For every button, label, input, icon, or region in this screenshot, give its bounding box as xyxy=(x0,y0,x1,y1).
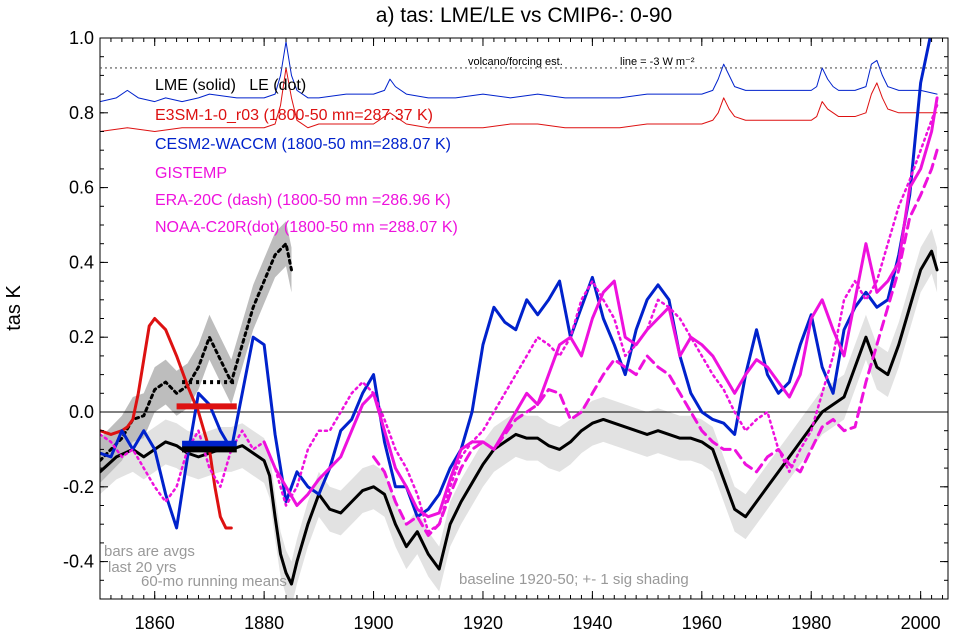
y-tick-label: 0.8 xyxy=(69,103,94,123)
x-tick-label: 1900 xyxy=(354,613,394,633)
running-means-note: 60-mo running means xyxy=(141,573,287,590)
chart-title: a) tas: LME/LE vs CMIP6-: 0-90 xyxy=(376,4,672,27)
y-tick-label: 1.0 xyxy=(69,28,94,48)
x-tick-label: 1940 xyxy=(572,613,612,633)
series-e3sm-forcing xyxy=(100,67,938,132)
series-e3sm-1-0-r03 xyxy=(100,317,233,530)
x-tick-label: 1920 xyxy=(463,613,503,633)
x-tick-label: 1880 xyxy=(244,613,284,633)
y-tick-label: 0.0 xyxy=(69,402,94,422)
x-tick-label: 1860 xyxy=(135,613,175,633)
series-gistemp xyxy=(262,96,939,519)
legend-lme-le: LME (solid) LE (dot) xyxy=(155,77,306,94)
line-scale-label: line = -3 W m⁻² xyxy=(620,56,695,68)
legend-gistemp: GISTEMP xyxy=(155,165,227,182)
x-tick-label: 1960 xyxy=(682,613,722,633)
series-lme-solid xyxy=(100,249,939,586)
bars-note-1: bars are avgs xyxy=(104,543,195,560)
y-tick-label: -0.2 xyxy=(63,477,94,497)
series-cesm2-waccm xyxy=(100,38,932,530)
legend-era20c: ERA-20C (dash) (1800-50 mn =286.96 K) xyxy=(155,192,451,209)
y-axis-label: tas K xyxy=(3,285,25,331)
band-lme-1-sig xyxy=(100,228,938,599)
legend-noaa-c20r: NOAA-C20R(dot) (1800-50 mn =288.07 K) xyxy=(155,219,458,236)
series-cesm2-forcing xyxy=(100,41,938,103)
y-tick-label: 0.2 xyxy=(69,327,94,347)
series-era-20c-dash xyxy=(372,148,939,537)
series-noaa-c20r-dot xyxy=(100,104,939,533)
x-tick-label: 2000 xyxy=(901,613,941,633)
y-tick-label: -0.4 xyxy=(63,552,94,572)
legend-e3sm: E3SM-1-0_r03 (1800-50 mn=287.37 K) xyxy=(155,107,433,124)
legend-cesm2: CESM2-WACCM (1800-50 mn=288.07 K) xyxy=(155,136,451,153)
x-tick-label: 1980 xyxy=(791,613,831,633)
y-tick-label: 0.6 xyxy=(69,178,94,198)
volcano-label: volcano/forcing est. xyxy=(468,56,563,68)
bars-note-2: last 20 yrs xyxy=(108,559,176,576)
baseline-note: baseline 1920-50; +- 1 sig shading xyxy=(459,571,689,588)
y-tick-label: 0.4 xyxy=(69,252,94,272)
band-le-1-sig xyxy=(100,221,292,484)
